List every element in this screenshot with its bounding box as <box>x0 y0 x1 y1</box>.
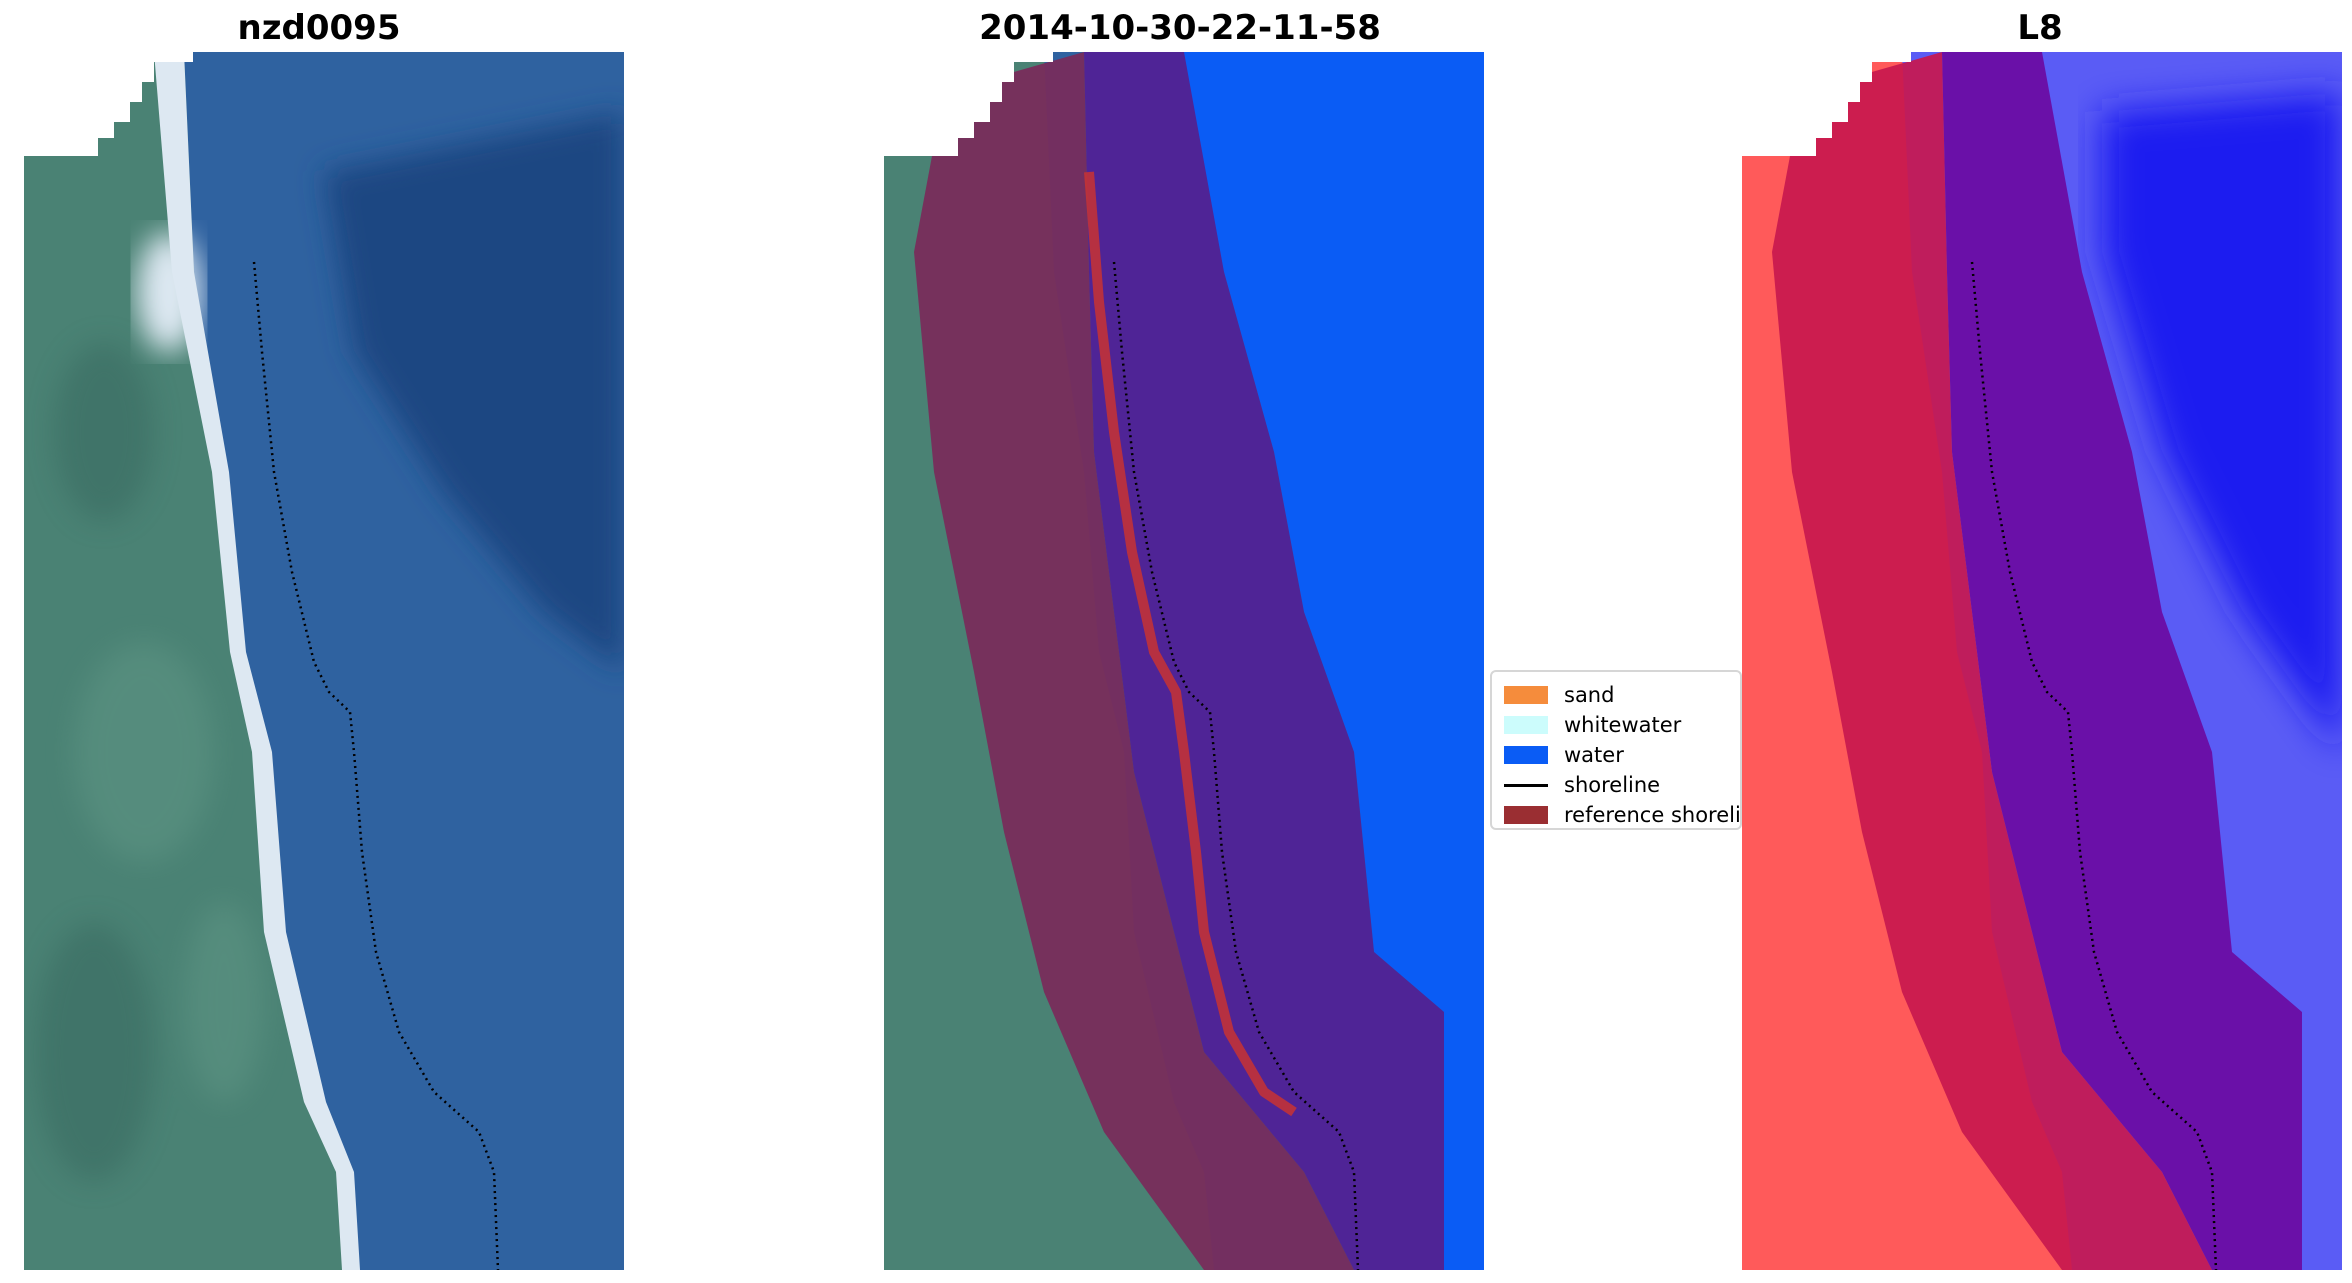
beach-strip <box>154 52 360 1270</box>
open-water-class <box>1184 52 1484 1270</box>
rgb-image-panel <box>24 52 624 1270</box>
index-panel <box>1742 52 2342 1270</box>
legend-item-sand: sand <box>1504 682 1614 708</box>
index-water-buffer <box>1942 52 2302 1270</box>
panel-title-index: L8 <box>2017 8 2063 48</box>
legend: sand whitewater water shoreline referenc… <box>1490 670 1742 830</box>
sand-spit <box>137 232 201 352</box>
panel-title-classification: 2014-10-30-22-11-58 <box>979 8 1381 48</box>
legend-swatch-water <box>1504 746 1548 764</box>
water-class-buffer <box>1084 52 1444 1270</box>
legend-swatch-reference-shoreline <box>1504 806 1548 824</box>
legend-item-water: water <box>1504 742 1624 768</box>
legend-item-reference-shoreline: reference shoreline <box>1504 802 1741 828</box>
land-class-buffer <box>914 52 1354 1270</box>
legend-label-reference-shoreline: reference shoreline <box>1564 803 1741 827</box>
legend-swatch-whitewater <box>1504 716 1548 734</box>
legend-swatch-sand <box>1504 686 1548 704</box>
legend-item-shoreline: shoreline <box>1504 772 1660 798</box>
index-mid-buffer <box>1772 52 2212 1270</box>
index-open-water <box>2102 92 2342 752</box>
legend-swatch-shoreline <box>1504 783 1548 787</box>
legend-label-sand: sand <box>1564 683 1615 707</box>
deep-sea-area <box>324 112 624 672</box>
legend-label-whitewater: whitewater <box>1564 713 1682 737</box>
panel-title-rgb: nzd0095 <box>237 8 401 48</box>
classification-panel <box>884 52 1484 1270</box>
legend-label-water: water <box>1564 743 1624 767</box>
land-texture <box>34 342 264 1182</box>
reference-shoreline-trace <box>1084 171 1297 1117</box>
legend-label-shoreline: shoreline <box>1564 773 1661 797</box>
legend-item-whitewater: whitewater <box>1504 712 1681 738</box>
